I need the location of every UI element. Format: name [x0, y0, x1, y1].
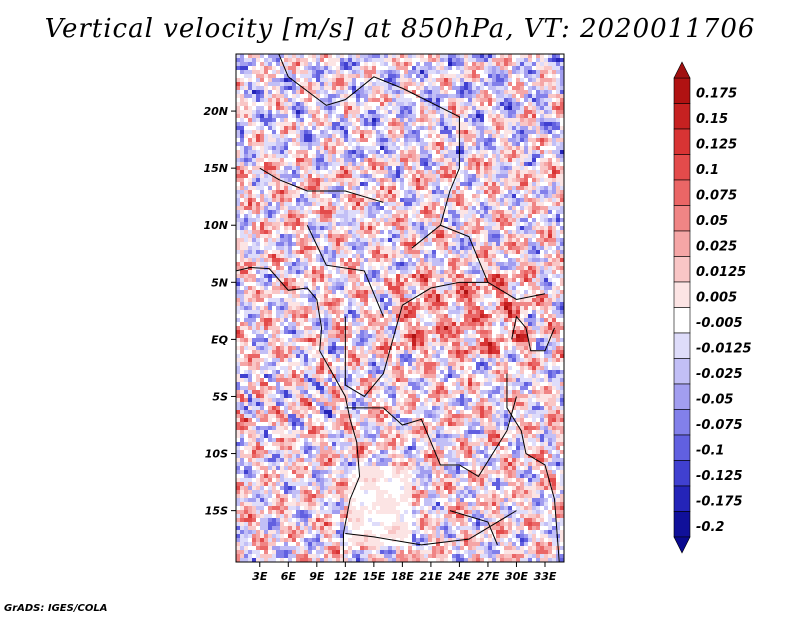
- colorbar-label: -0.2: [696, 520, 724, 535]
- y-tick-label: 20N: [203, 105, 228, 118]
- y-tick-label: 10N: [203, 219, 228, 232]
- colorbar-label: 0.05: [696, 214, 728, 229]
- colorbar-label: -0.075: [696, 418, 743, 433]
- colorbar-label: 0.125: [696, 137, 737, 152]
- border-line: [345, 510, 517, 546]
- border-line: [259, 167, 384, 203]
- software-credit: GrADS: IGES/COLA: [4, 603, 108, 614]
- y-tick-label: 10S: [205, 448, 228, 461]
- border-line: [449, 510, 498, 546]
- colorbar-segment: [673, 485, 691, 512]
- coastline-borders: [236, 54, 560, 562]
- border-line: [411, 224, 546, 300]
- y-tick-label: 15S: [205, 505, 228, 518]
- x-tick-label: 3E: [252, 570, 268, 583]
- colorbar-label: -0.0125: [696, 341, 752, 356]
- border-line: [278, 54, 403, 106]
- chart-title: Vertical velocity [m/s] at 850hPa, VT: 2…: [44, 14, 756, 44]
- colorbar-segment: [673, 434, 691, 461]
- y-tick-label: 5N: [211, 276, 228, 289]
- x-tick-label: 12E: [334, 570, 357, 583]
- colorbar-segment: [673, 332, 691, 359]
- x-tick-label: 33E: [534, 570, 557, 583]
- y-tick-label: 15N: [203, 162, 228, 175]
- colorbar-upper-arrow: [673, 61, 691, 79]
- border-line: [236, 266, 361, 562]
- colorbar-label: -0.025: [696, 367, 743, 382]
- colorbar-label: 0.005: [696, 290, 737, 305]
- colorbar-label: 0.175: [696, 86, 737, 101]
- y-tick-label: 5S: [212, 390, 228, 403]
- colorbar-label: -0.125: [696, 469, 743, 484]
- colorbar-segment: [673, 230, 691, 257]
- colorbar-label: -0.05: [696, 392, 733, 407]
- colorbar-segment: [673, 358, 691, 385]
- colorbar-label: -0.175: [696, 494, 743, 509]
- y-axis: 15S 10S 5S EQ 5N 10N 15N 20N: [203, 105, 236, 518]
- colorbar-segment: [673, 154, 691, 181]
- colorbar-label: 0.1: [696, 163, 719, 178]
- x-axis: 3E 6E 9E 12E 15E 18E 21E 24E 27E 30E 33E: [252, 562, 557, 583]
- colorbar-label: 0.0125: [696, 265, 746, 280]
- colorbar-segment: [673, 128, 691, 155]
- colorbar-segment: [673, 103, 691, 130]
- colorbar-label: 0.025: [696, 239, 737, 254]
- y-tick-label: EQ: [211, 333, 228, 346]
- x-tick-label: 30E: [505, 570, 528, 583]
- x-tick-label: 6E: [281, 570, 297, 583]
- colorbar-label: 0.075: [696, 188, 737, 203]
- colorbar-segment: [673, 205, 691, 232]
- colorbar-segment: [673, 179, 691, 206]
- border-line: [344, 281, 488, 398]
- border-line: [511, 315, 555, 352]
- colorbar-segment: [673, 77, 691, 104]
- x-tick-label: 9E: [309, 570, 325, 583]
- colorbar-segment: [673, 409, 691, 436]
- x-tick-label: 15E: [362, 570, 385, 583]
- colorbar-segment: [673, 307, 691, 334]
- x-tick-label: 27E: [477, 570, 500, 583]
- x-tick-label: 18E: [391, 570, 414, 583]
- colorbar-segment: [673, 460, 691, 487]
- colorbar-lower-arrow: [673, 536, 691, 554]
- colorbar-segment: [673, 281, 691, 308]
- border-line: [345, 396, 517, 478]
- border-line: [306, 225, 384, 317]
- border-line: [402, 87, 460, 226]
- velocity-field: [236, 54, 564, 562]
- border-line: [506, 373, 560, 562]
- colorbar: 0.175 0.15 0.125 0.1 0.075 0.05 0.025 0.0125 0.0…: [673, 61, 752, 554]
- colorbar-label: 0.15: [696, 112, 728, 127]
- x-tick-label: 21E: [419, 570, 442, 583]
- colorbar-label: -0.1: [696, 443, 724, 458]
- colorbar-segment: [673, 256, 691, 283]
- colorbar-label: -0.005: [696, 316, 743, 331]
- colorbar-segment: [673, 383, 691, 410]
- plot-frame: [235, 53, 565, 563]
- colorbar-segment: [673, 511, 691, 538]
- x-tick-label: 24E: [448, 570, 471, 583]
